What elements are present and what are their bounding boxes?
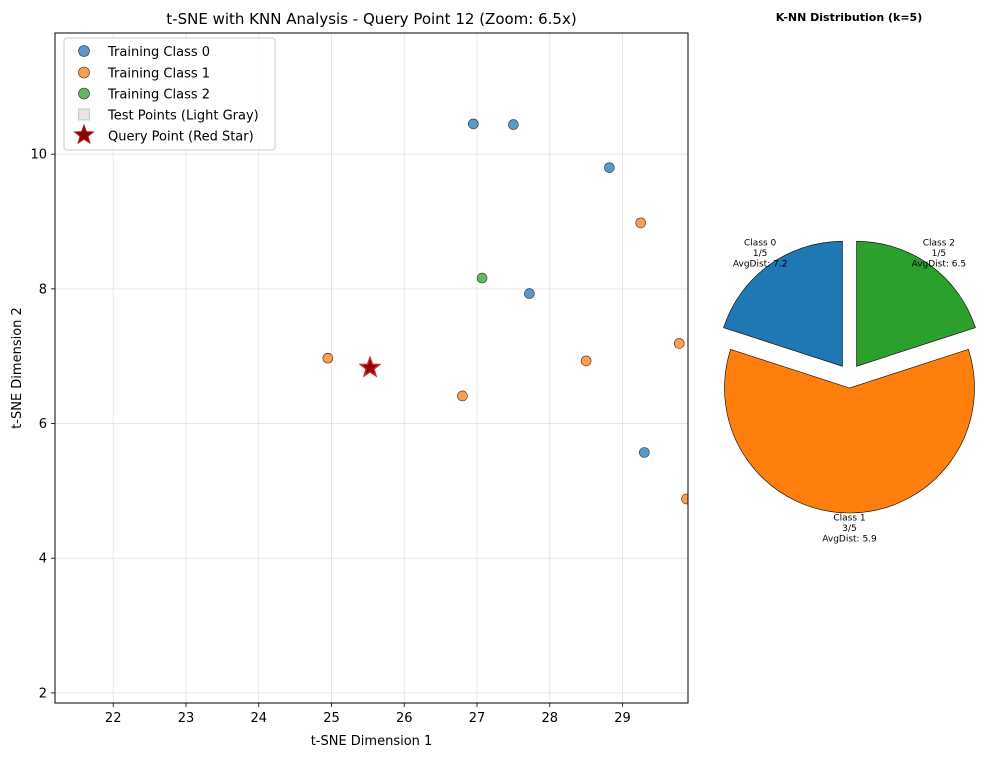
legend-label-query-point: Query Point (Red Star) xyxy=(108,130,254,145)
pie-slice-class-1 xyxy=(724,348,975,514)
pie-slice-class-0 xyxy=(723,240,843,367)
data-points xyxy=(322,118,688,505)
plot-border xyxy=(54,32,689,704)
pie-title: K-NN Distribution (k=5) xyxy=(776,11,922,24)
pie-label-line: Class 0 xyxy=(744,239,777,249)
legend-label-test-points: Test Points (Light Gray) xyxy=(107,109,259,124)
legend-marker-class-0 xyxy=(78,45,90,57)
pie-label-line: AvgDist: 7.2 xyxy=(733,260,788,270)
y-axis-label: t-SNE Dimension 2 xyxy=(10,307,25,429)
x-tick-label: 23 xyxy=(178,711,195,726)
class-0-point xyxy=(468,118,479,130)
x-axis-label: t-SNE Dimension 1 xyxy=(311,734,433,749)
y-tick-label: 6 xyxy=(39,417,47,432)
pie-label-line: AvgDist: 6.5 xyxy=(912,260,967,270)
scatter-title: t-SNE with KNN Analysis - Query Point 12… xyxy=(166,10,576,28)
legend-label-class-1: Training Class 1 xyxy=(107,67,210,82)
pie-label-line: AvgDist: 5.9 xyxy=(822,535,877,545)
legend-marker-query-point xyxy=(73,123,95,145)
y-tick-label: 8 xyxy=(39,282,47,297)
pie-slices xyxy=(723,240,976,514)
y-tick-label: 4 xyxy=(39,552,47,567)
class-1-point xyxy=(322,352,334,364)
pie-slice-class-2 xyxy=(856,240,976,367)
class-0-point xyxy=(604,162,615,173)
x-axis-ticks: 22 23 24 25 26 27 28 29 xyxy=(105,703,631,726)
x-tick-label: 25 xyxy=(323,711,340,726)
pie-label-line: 1/5 xyxy=(753,249,767,259)
legend: Training Class 0 Training Class 1 Traini… xyxy=(63,37,276,151)
x-tick-label: 22 xyxy=(105,711,122,726)
x-tick-label: 26 xyxy=(396,711,413,726)
x-tick-label: 24 xyxy=(250,711,267,726)
class-1-point xyxy=(681,493,688,505)
legend-label-class-0: Training Class 0 xyxy=(107,45,210,60)
class-0-point xyxy=(639,447,650,458)
class-1-point xyxy=(457,390,468,402)
pie-chart: K-NN Distribution (k=5) Class 01/5AvgDis… xyxy=(723,11,976,545)
y-axis-ticks: 2 4 6 8 10 xyxy=(30,148,55,701)
legend-marker-class-1 xyxy=(78,66,90,79)
query-point-star xyxy=(358,355,382,378)
class-1-point xyxy=(673,338,685,349)
legend-marker-test-points xyxy=(78,108,90,121)
x-tick-label: 27 xyxy=(469,711,486,726)
pie-label-line: 1/5 xyxy=(932,249,946,259)
pie-label-line: Class 1 xyxy=(833,514,865,524)
class-1-point xyxy=(580,355,592,367)
legend-marker-class-2 xyxy=(78,87,90,100)
class-0-point xyxy=(524,288,535,299)
pie-label-line: Class 2 xyxy=(923,239,955,249)
y-tick-label: 10 xyxy=(30,148,47,163)
legend-label-class-2: Training Class 2 xyxy=(107,88,210,103)
legend-box xyxy=(63,37,276,151)
y-tick-label: 2 xyxy=(39,686,47,701)
x-tick-label: 28 xyxy=(541,711,558,726)
class-0-point xyxy=(508,119,519,130)
x-tick-label: 29 xyxy=(614,711,631,726)
class-2-point xyxy=(476,272,488,284)
pie-label-line: 3/5 xyxy=(842,524,856,534)
class-1-point xyxy=(635,217,647,229)
